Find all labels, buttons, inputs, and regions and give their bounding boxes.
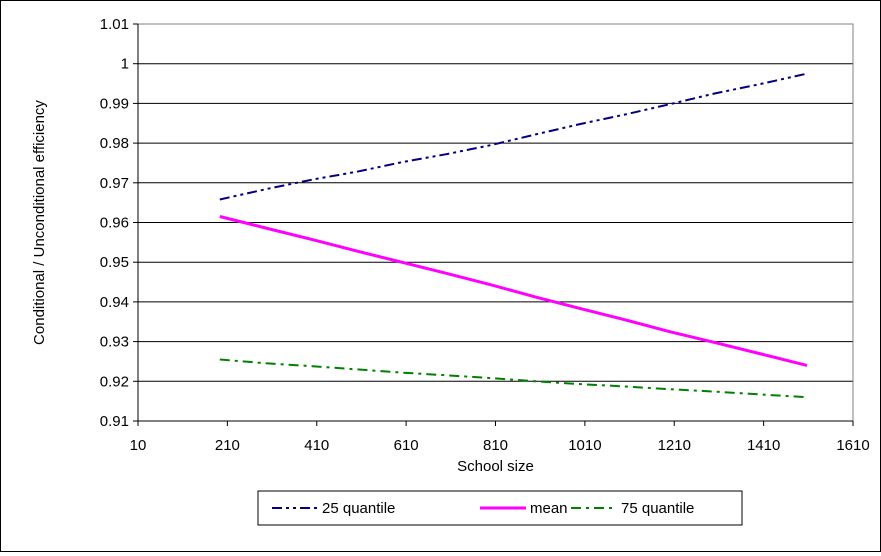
y-tick-label: 0.93 xyxy=(100,334,129,351)
x-tick-label: 410 xyxy=(304,437,329,454)
y-tick-label: 0.92 xyxy=(100,373,129,390)
y-tick-label: 0.96 xyxy=(100,215,129,232)
y-tick-label: 1.01 xyxy=(100,16,129,33)
x-tick-label: 1610 xyxy=(836,437,869,454)
series-line-75-quantile xyxy=(219,358,808,399)
x-tick-label: 1010 xyxy=(568,437,601,454)
legend-label: 75 quantile xyxy=(621,500,694,517)
y-tick-label: 0.95 xyxy=(100,254,129,271)
x-tick-label: 810 xyxy=(483,437,508,454)
y-tick-label: 0.98 xyxy=(100,135,129,152)
x-tick-label: 610 xyxy=(394,437,419,454)
series-line-mean xyxy=(219,215,808,367)
legend-label: mean xyxy=(530,500,568,517)
y-tick-label: 0.99 xyxy=(100,95,129,112)
x-tick-label: 1410 xyxy=(747,437,780,454)
y-tick-label: 0.91 xyxy=(100,413,129,430)
x-tick-label: 10 xyxy=(130,437,147,454)
x-tick-label: 1210 xyxy=(658,437,691,454)
legend: 25 quantile mean 75 quantile xyxy=(257,490,743,526)
y-axis-title: Conditional / Unconditional efficiency xyxy=(31,100,48,345)
y-tick-label: 0.97 xyxy=(100,175,129,192)
x-axis: 10 210 410 610 810 1010 1210 1410 1610 xyxy=(130,420,870,454)
legend-label: 25 quantile xyxy=(322,500,395,517)
x-axis-title: School size xyxy=(457,458,534,475)
x-tick-label: 210 xyxy=(215,437,240,454)
y-axis: 0.91 0.92 0.93 0.94 0.95 0.96 0.97 0.98 0.99 1 1.0… xyxy=(100,16,139,430)
series-group xyxy=(219,72,808,399)
series-line-25-quantile xyxy=(219,72,808,201)
y-tick-label: 1 xyxy=(121,56,129,73)
y-tick-label: 0.94 xyxy=(100,294,129,311)
